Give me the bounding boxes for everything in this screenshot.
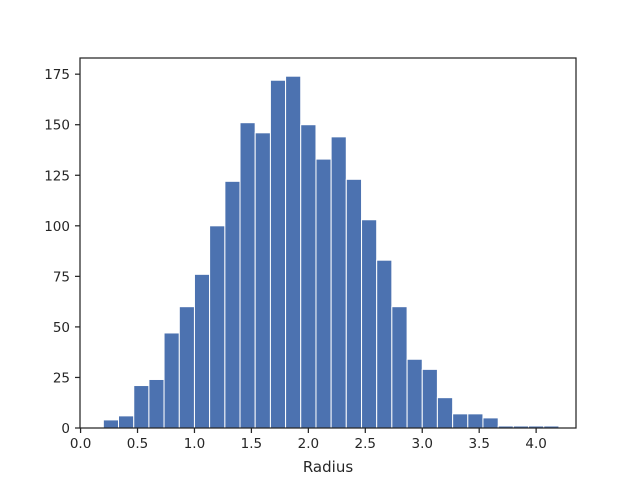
histogram-bar xyxy=(254,132,271,429)
histogram-bar xyxy=(178,306,195,429)
histogram-bar xyxy=(467,413,484,429)
histogram-bar xyxy=(209,225,226,429)
histogram-bar xyxy=(482,417,499,429)
histogram-bar xyxy=(133,385,150,429)
x-tick-label: 3.5 xyxy=(468,436,489,452)
y-tick-label: 25 xyxy=(53,370,70,386)
y-tick-label: 150 xyxy=(44,118,70,134)
x-tick-label: 2.0 xyxy=(298,436,319,452)
y-tick-label: 0 xyxy=(61,421,70,437)
histogram-bar xyxy=(406,358,423,429)
histogram-bar xyxy=(285,75,302,429)
histogram-bar xyxy=(269,79,287,429)
bars-group xyxy=(102,75,560,429)
x-tick-label: 1.0 xyxy=(184,436,205,452)
histogram-bar xyxy=(102,419,119,429)
histogram-bar xyxy=(345,178,363,429)
histogram-bar xyxy=(239,122,256,429)
x-tick-label: 2.5 xyxy=(355,436,376,452)
y-tick-label: 50 xyxy=(53,320,70,336)
histogram-bar xyxy=(452,413,469,429)
x-tick-label: 0.0 xyxy=(70,436,91,452)
y-tick-label: 175 xyxy=(44,67,70,83)
histogram-bar xyxy=(224,180,241,429)
histogram-bar xyxy=(376,259,393,429)
histogram-bar xyxy=(330,136,347,429)
x-tick-label: 3.0 xyxy=(412,436,433,452)
y-tick-label: 125 xyxy=(44,168,70,184)
x-tick-label: 1.5 xyxy=(241,436,262,452)
histogram-bar xyxy=(148,378,165,429)
histogram-bar xyxy=(300,124,317,429)
x-tick-label: 4.0 xyxy=(525,436,546,452)
y-tick-label: 100 xyxy=(44,219,70,235)
histogram-bar xyxy=(421,368,438,429)
histogram-bar xyxy=(436,397,454,429)
plot-frame xyxy=(79,57,577,429)
x-tick-label: 0.5 xyxy=(127,436,148,452)
labels-group: Radius xyxy=(303,458,353,476)
histogram-bar xyxy=(315,158,332,429)
axes-group: 0.0 0.5 1.0 1.5 2.0 2.5 3.0 3.5 4.0 0 25 50 75 100 125… xyxy=(44,57,577,452)
x-axis-label: Radius xyxy=(303,458,353,476)
histogram-bar xyxy=(391,306,408,429)
histogram-bar xyxy=(361,219,378,429)
histogram-bar xyxy=(163,332,180,429)
y-tick-label: 75 xyxy=(53,269,70,285)
histogram-bar xyxy=(118,415,135,429)
histogram-bar xyxy=(193,273,211,429)
